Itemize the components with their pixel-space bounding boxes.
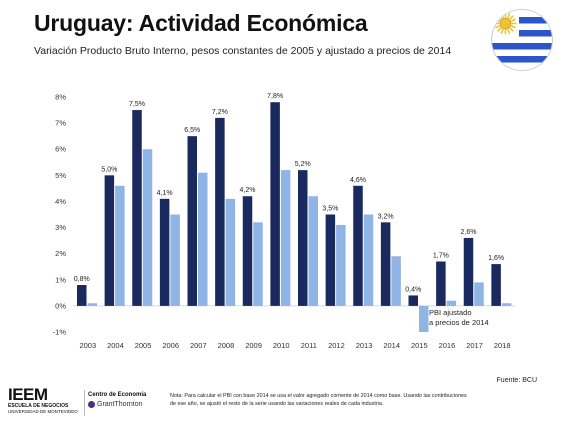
y-tick-label: 1% xyxy=(55,275,66,284)
methodology-note: Nota: Para calcular el PBI con base 2014… xyxy=(170,393,467,407)
bar-2008 xyxy=(215,117,225,306)
data-label-2018: 1,6% xyxy=(488,255,504,262)
x-tick-label-2018: 2018 xyxy=(494,341,511,350)
bar-2017 xyxy=(463,238,474,306)
data-label-2003: 0,8% xyxy=(74,276,90,283)
x-tick-label-2011: 2011 xyxy=(301,341,317,350)
x-tick-label-2005: 2005 xyxy=(135,341,152,350)
bar-adjusted-2004 xyxy=(115,185,125,306)
data-label-2016: 1,7% xyxy=(433,253,449,260)
bar-2009 xyxy=(242,196,253,306)
bar-adjusted-2013 xyxy=(363,214,374,306)
y-tick-label: 2% xyxy=(55,249,66,258)
data-label-2007: 6,5% xyxy=(184,127,200,134)
y-tick-label: 6% xyxy=(55,145,66,154)
bar-adjusted-2010 xyxy=(280,170,291,306)
x-tick-label-2012: 2012 xyxy=(328,341,345,350)
bar-adjusted-2017 xyxy=(474,282,484,306)
bar-2010 xyxy=(270,102,280,306)
x-tick-label-2008: 2008 xyxy=(218,341,235,350)
bar-adjusted-2006 xyxy=(170,214,180,306)
data-label-2017: 2,6% xyxy=(461,229,477,236)
x-tick-label-2016: 2016 xyxy=(439,341,456,350)
y-tick-label: 8% xyxy=(55,93,66,102)
data-label-2014: 3,2% xyxy=(378,213,394,220)
ieem-logo-text: IEEM xyxy=(8,385,48,404)
bar-2015 xyxy=(408,295,418,306)
grant-thornton-icon xyxy=(88,401,95,408)
bar-2005 xyxy=(132,110,142,306)
bar-adjusted-2016 xyxy=(446,300,457,306)
footer-divider xyxy=(84,390,85,416)
bar-adjusted-2018 xyxy=(501,303,512,306)
bar-adjusted-2008 xyxy=(225,198,236,306)
y-tick-label: 3% xyxy=(55,223,66,232)
data-label-2005: 7,5% xyxy=(129,101,145,108)
data-label-2011: 5,2% xyxy=(295,161,311,168)
bar-2011 xyxy=(298,170,308,306)
bar-2014 xyxy=(380,222,391,306)
x-tick-label-2003: 2003 xyxy=(79,341,96,350)
y-tick-label: 0% xyxy=(55,301,66,310)
ieem-school-name: ESCUELA DE NEGOCIOS xyxy=(8,403,69,409)
data-label-2010: 7,8% xyxy=(267,93,283,100)
x-tick-label-2010: 2010 xyxy=(273,341,290,350)
data-label-2012: 3,5% xyxy=(322,206,338,213)
data-label-2004: 5,0% xyxy=(101,166,117,173)
uruguay-flag-icon xyxy=(492,10,552,70)
bar-2016 xyxy=(436,261,446,306)
x-tick-label-2007: 2007 xyxy=(190,341,207,350)
data-label-2015: 0,4% xyxy=(405,286,421,293)
bar-2003 xyxy=(77,285,87,306)
page-title: Uruguay: Actividad Económica xyxy=(34,10,368,36)
ieem-university-name: UNIVERSIDAD DE MONTEVIDEO xyxy=(8,409,78,414)
bar-adjusted-2007 xyxy=(198,172,208,306)
centro-economia-title: Centro de Economía xyxy=(88,392,147,398)
bar-adjusted-2005 xyxy=(142,149,153,306)
x-tick-label-2013: 2013 xyxy=(356,341,373,350)
bar-2004 xyxy=(104,175,115,306)
bar-2012 xyxy=(325,214,336,306)
bar-adjusted-2012 xyxy=(336,224,346,306)
source-note: Fuente: BCU xyxy=(496,377,537,384)
centro-economia-logo: Centro de Economía GrantThornton xyxy=(88,392,158,408)
data-label-2013: 4,6% xyxy=(350,177,366,184)
bar-adjusted-2009 xyxy=(253,222,263,306)
annotation-line-1: PBI ajustado xyxy=(429,308,472,317)
x-tick-label-2009: 2009 xyxy=(245,341,262,350)
x-tick-label-2017: 2017 xyxy=(466,341,483,350)
grant-thornton-name: GrantThornton xyxy=(97,401,143,408)
data-label-2008: 7,2% xyxy=(212,109,228,116)
bar-2018 xyxy=(491,264,501,306)
x-tick-label-2015: 2015 xyxy=(411,341,428,350)
gdp-bar-chart: -1% 0% 1% 2% 3% 4% 5% 6% 7% 8% 0,8% 2003 5,0% 2004 7,5… xyxy=(53,93,515,350)
bar-2007 xyxy=(187,136,197,306)
bar-2013 xyxy=(353,185,363,306)
annotation-line-2: a precios de 2014 xyxy=(429,318,489,327)
bar-adjusted-2015 xyxy=(419,305,429,332)
y-tick-label: 7% xyxy=(55,119,66,128)
x-tick-label-2004: 2004 xyxy=(107,341,124,350)
data-label-2006: 4,1% xyxy=(157,190,173,197)
data-label-2009: 4,2% xyxy=(240,187,256,194)
page-subtitle: Variación Producto Bruto Interno, pesos … xyxy=(34,45,452,57)
y-tick-label: 5% xyxy=(55,171,66,180)
x-tick-label-2006: 2006 xyxy=(162,341,179,350)
y-tick-label: -1% xyxy=(53,328,67,337)
x-tick-label-2014: 2014 xyxy=(383,341,400,350)
bar-adjusted-2003 xyxy=(87,303,97,306)
bar-adjusted-2011 xyxy=(308,196,318,306)
y-tick-label: 4% xyxy=(55,197,66,206)
bar-adjusted-2014 xyxy=(391,256,401,306)
bar-2006 xyxy=(159,198,170,306)
ieem-logo: IEEM ESCUELA DE NEGOCIOS UNIVERSIDAD DE … xyxy=(8,386,80,420)
